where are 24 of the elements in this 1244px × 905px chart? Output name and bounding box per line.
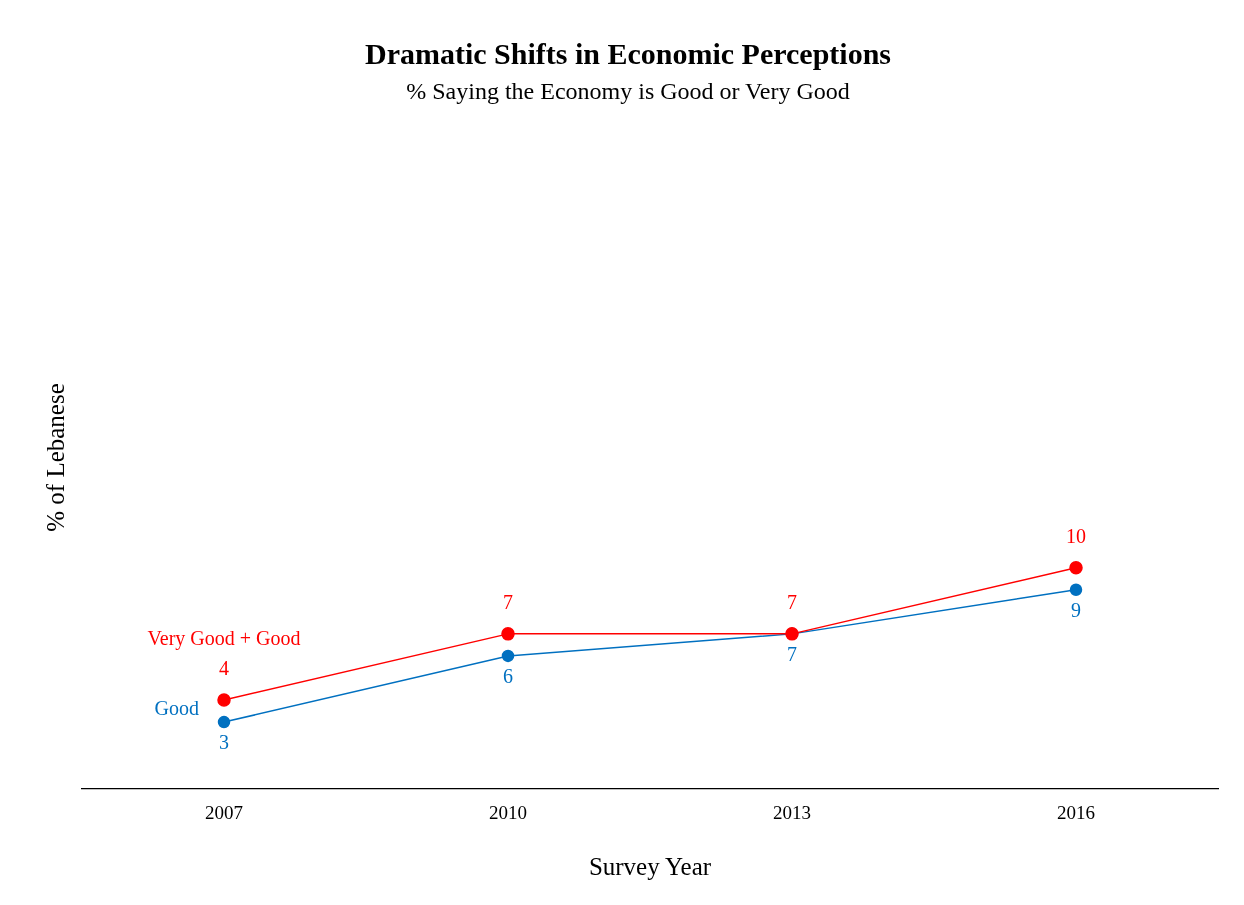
point	[501, 649, 515, 663]
data-label: 9	[1071, 599, 1081, 622]
x-tick-label: 2007	[205, 801, 243, 823]
point	[217, 693, 231, 707]
point	[217, 715, 231, 729]
data-label: 6	[503, 665, 513, 688]
x-tick-label: 2016	[1057, 801, 1095, 823]
chart-title: Dramatic Shifts in Economic Perceptions	[364, 36, 892, 70]
data-label: 7	[787, 591, 797, 614]
series-label: Very Good + Good	[147, 627, 301, 651]
data-label: 7	[503, 591, 513, 614]
y-axis-title: % of Lebanese	[41, 383, 69, 532]
data-label: 4	[219, 657, 229, 680]
data-label: 10	[1066, 524, 1086, 547]
point	[1069, 560, 1083, 575]
point	[1069, 583, 1083, 597]
x-axis-title: Survey Year	[588, 852, 712, 880]
chart-subtitle: % Saying the Economy is Good or Very Good	[406, 77, 850, 104]
data-label: 3	[219, 731, 229, 754]
series-label: Good	[154, 697, 199, 720]
data-label: 7	[787, 643, 797, 666]
point	[501, 627, 515, 641]
x-tick-label: 2013	[773, 801, 811, 823]
x-tick-label: 2010	[489, 801, 527, 823]
